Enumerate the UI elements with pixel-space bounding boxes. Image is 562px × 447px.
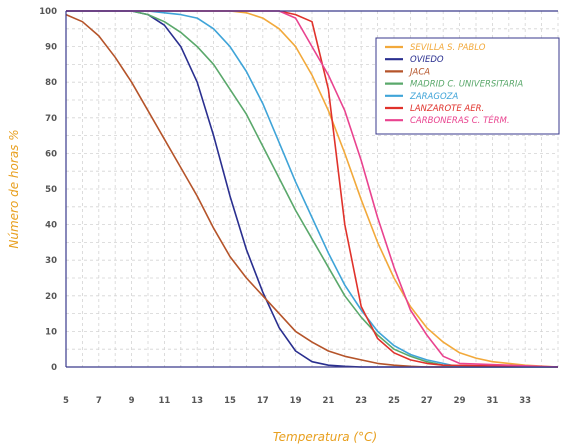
legend: SEVILLA S. PABLO OVIEDO JACA MADRID C. UNIV… — [375, 37, 560, 135]
x-tick-label: 29 — [454, 396, 466, 406]
x-tick-label: 31 — [486, 396, 498, 406]
x-axis-title: Temperatura (°C) — [273, 430, 377, 444]
y-axis-title: Número de horas % — [7, 129, 21, 248]
x-tick-label: 9 — [129, 396, 135, 406]
series-line-2 — [65, 13, 558, 368]
x-tick-label: 21 — [322, 396, 334, 406]
x-tick-label: 19 — [290, 396, 302, 406]
x-tick-label: 25 — [388, 396, 400, 406]
series-line-3 — [66, 10, 558, 368]
y-tick-label: 80 — [45, 78, 57, 88]
series-line-4 — [66, 10, 558, 368]
legend-label-6: CARBONERAS C. TÉRM. — [410, 114, 510, 126]
x-tick-labels: 5 7 9 11 13 15 17 19 21 23 25 27 29 31 33 — [63, 396, 531, 406]
series-line-6 — [66, 10, 559, 368]
axes — [65, 10, 558, 368]
x-tick-label: 27 — [421, 396, 433, 406]
y-tick-label: 20 — [45, 292, 57, 302]
y-tick-label: 90 — [45, 43, 57, 53]
series-line-1 — [66, 10, 558, 368]
x-tick-label: 33 — [519, 396, 531, 406]
x-tick-label: 7 — [96, 396, 102, 406]
x-tick-label: 13 — [191, 396, 203, 406]
x-tick-label: 11 — [158, 396, 170, 406]
y-tick-label: 50 — [45, 185, 57, 195]
x-tick-label: 23 — [355, 396, 367, 406]
x-tick-label: 15 — [224, 396, 236, 406]
legend-label-0: SEVILLA S. PABLO — [410, 43, 486, 53]
x-tick-label: 17 — [257, 396, 269, 406]
y-tick-label: 10 — [45, 327, 57, 337]
y-tick-label: 40 — [45, 221, 57, 231]
y-tick-label: 60 — [45, 149, 57, 159]
legend-label-1: OVIEDO — [410, 55, 444, 65]
y-tick-label: 70 — [45, 114, 57, 124]
legend-label-2: JACA — [408, 67, 430, 77]
series-line-5 — [66, 10, 559, 368]
x-tick-label: 5 — [63, 396, 69, 406]
y-tick-label: 0 — [51, 363, 57, 373]
legend-label-3: MADRID C. UNIVERSITARIA — [410, 80, 523, 90]
y-tick-label: 30 — [45, 256, 57, 266]
y-tick-label: 100 — [39, 7, 57, 17]
legend-label-5: LANZAROTE AER. — [410, 104, 484, 114]
legend-box — [375, 37, 560, 135]
legend-label-4: ZARAGOZA — [409, 92, 458, 102]
y-tick-labels: 0 10 20 30 40 50 60 70 80 90 100 — [39, 7, 57, 373]
